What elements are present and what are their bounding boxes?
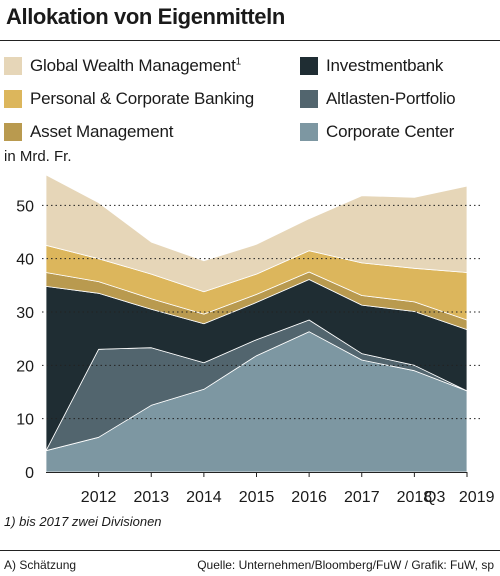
legend-swatch bbox=[4, 123, 22, 141]
legend-label: Altlasten-Portfolio bbox=[326, 89, 456, 108]
x-tick-label: 2018 bbox=[397, 489, 433, 506]
legend-swatch bbox=[300, 90, 318, 108]
y-tick-label: 20 bbox=[16, 358, 34, 375]
y-tick-label: 40 bbox=[16, 252, 34, 269]
title-divider bbox=[0, 40, 500, 41]
legend-swatch bbox=[4, 57, 22, 75]
legend: Global Wealth Management1 Personal & Cor… bbox=[0, 50, 500, 150]
x-tick-label: 2013 bbox=[134, 489, 170, 506]
legend-item-global-wealth-management: Global Wealth Management1 bbox=[4, 52, 241, 80]
stacked-area-chart: 0 10 20 30 40 50 2012 2013 2014 2015 2016 2017 2018Q… bbox=[16, 174, 495, 506]
footnote: 1) bis 2017 zwei Divisionen bbox=[4, 514, 162, 529]
x-tick-label: 2017 bbox=[344, 489, 380, 506]
y-tick-label: 50 bbox=[16, 198, 34, 215]
x-tick-label: 2016 bbox=[291, 489, 327, 506]
legend-item-personal-corporate-banking: Personal & Corporate Banking bbox=[4, 85, 254, 113]
y-tick-label: 10 bbox=[16, 412, 34, 429]
footer-divider bbox=[0, 550, 500, 551]
unit-label: in Mrd. Fr. bbox=[4, 148, 72, 165]
y-tick-label: 0 bbox=[25, 465, 34, 482]
legend-label: Asset Management bbox=[30, 122, 174, 141]
area-series-global-wealth-management bbox=[45, 174, 468, 293]
source-credit: Quelle: Unternehmen/Bloomberg/FuW / Graf… bbox=[197, 558, 494, 572]
legend-swatch bbox=[4, 90, 22, 108]
x-tick-label: Q3 bbox=[424, 489, 445, 506]
x-tick-label: 2014 bbox=[186, 489, 222, 506]
legend-item-corporate-center: Corporate Center bbox=[300, 118, 454, 146]
legend-label: Global Wealth Management1 bbox=[30, 56, 241, 75]
legend-label: Corporate Center bbox=[326, 122, 455, 141]
legend-item-altlasten-portfolio: Altlasten-Portfolio bbox=[300, 85, 456, 113]
y-tick-label: 30 bbox=[16, 305, 34, 322]
legend-swatch bbox=[300, 123, 318, 141]
x-tick-label: 2012 bbox=[81, 489, 117, 506]
legend-label: Investmentbank bbox=[326, 56, 444, 75]
legend-item-asset-management: Asset Management bbox=[4, 118, 173, 146]
legend-item-investmentbank: Investmentbank bbox=[300, 52, 443, 80]
chart-title: Allokation von Eigenmitteln bbox=[6, 4, 285, 29]
x-tick-label: 2015 bbox=[239, 489, 275, 506]
legend-swatch bbox=[300, 57, 318, 75]
x-tick-label: 2019 bbox=[459, 489, 495, 506]
footer-note: A) Schätzung bbox=[4, 558, 77, 572]
legend-label: Personal & Corporate Banking bbox=[30, 89, 255, 108]
